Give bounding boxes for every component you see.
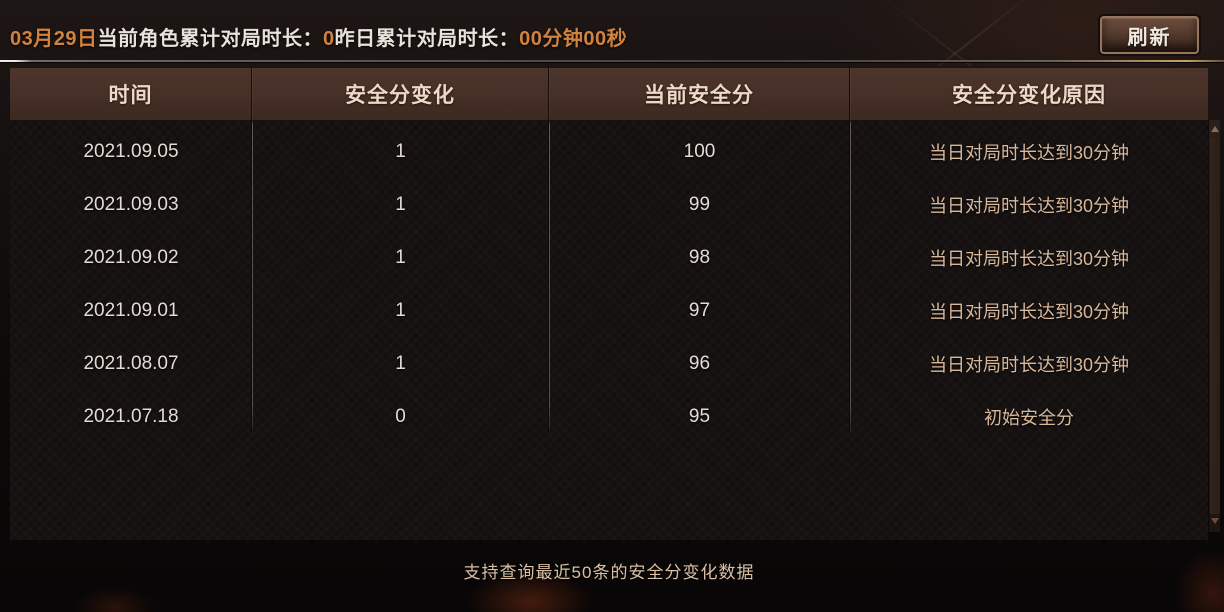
query-limit-note: 支持查询最近50条的安全分变化数据 (463, 563, 755, 582)
cell-score: 100 (683, 140, 716, 162)
cell-reason: 当日对局时长达到30分钟 (928, 195, 1130, 216)
cell-change: 1 (395, 140, 406, 162)
up-triangle-icon (1211, 126, 1219, 132)
table-row: 2021.09.01 1 97 当日对局时长达到30分钟 (10, 284, 1208, 337)
cell-reason: 当日对局时长达到30分钟 (928, 142, 1130, 163)
scrollbar[interactable] (1208, 120, 1220, 532)
cell-date: 2021.08.07 (83, 352, 179, 374)
security-score-table: 时间 安全分变化 当前安全分 安全分变化原因 2021.09.05 1 100 … (10, 66, 1208, 540)
cell-change: 1 (395, 352, 406, 374)
table-row: 2021.09.05 1 100 当日对局时长达到30分钟 (10, 125, 1208, 178)
scroll-down-button[interactable] (1209, 514, 1221, 528)
cell-change: 0 (395, 405, 406, 427)
cell-reason: 初始安全分 (984, 407, 1074, 428)
cell-reason: 当日对局时长达到30分钟 (928, 301, 1130, 322)
yesterday-playtime-value: 00分钟00秒 (519, 28, 628, 50)
table-header: 时间 安全分变化 当前安全分 安全分变化原因 (10, 66, 1208, 120)
column-header-score-change: 安全分变化 (252, 68, 549, 120)
column-header-time: 时间 (10, 68, 252, 120)
cell-date: 2021.09.02 (83, 246, 179, 268)
cell-score: 99 (688, 193, 711, 215)
cell-score: 95 (688, 405, 711, 427)
cell-reason: 当日对局时长达到30分钟 (928, 248, 1130, 269)
table-row: 2021.07.18 0 95 初始安全分 (10, 390, 1208, 443)
cell-date: 2021.07.18 (83, 405, 179, 427)
cell-score: 98 (688, 246, 711, 268)
cell-change: 1 (395, 246, 406, 268)
cell-date: 2021.09.05 (83, 140, 179, 162)
table-body: 2021.09.05 1 100 当日对局时长达到30分钟 2021.09.03… (10, 120, 1208, 540)
cell-date: 2021.09.01 (83, 299, 179, 321)
cell-score: 97 (688, 299, 711, 321)
refresh-button[interactable]: 刷新 (1100, 16, 1199, 54)
scrollbar-thumb[interactable] (1210, 138, 1220, 514)
down-triangle-icon (1211, 518, 1219, 524)
playtime-status-text: 03月29日当前角色累计对局时长：0昨日累计对局时长：00分钟00秒 (10, 22, 627, 51)
yesterday-playtime-label: 昨日累计对局时长： (334, 28, 520, 50)
table-row: 2021.09.03 1 99 当日对局时长达到30分钟 (10, 178, 1208, 231)
today-playtime-label: 当前角色累计对局时长： (97, 28, 323, 50)
cell-change: 1 (395, 299, 406, 321)
cell-change: 1 (395, 193, 406, 215)
cell-date: 2021.09.03 (83, 193, 179, 215)
today-playtime-value: 0 (323, 28, 335, 50)
table-row: 2021.09.02 1 98 当日对局时长达到30分钟 (10, 231, 1208, 284)
status-bar: 03月29日当前角色累计对局时长：0昨日累计对局时长：00分钟00秒 刷新 (0, 0, 1224, 60)
topbar-divider (0, 60, 1224, 63)
cell-reason: 当日对局时长达到30分钟 (928, 354, 1130, 375)
status-date: 03月29日 (10, 28, 98, 50)
cell-score: 96 (688, 352, 711, 374)
column-header-change-reason: 安全分变化原因 (952, 84, 1106, 107)
scroll-up-button[interactable] (1209, 122, 1221, 136)
table-row: 2021.08.07 1 96 当日对局时长达到30分钟 (10, 337, 1208, 390)
column-header-current-score: 当前安全分 (549, 68, 850, 120)
